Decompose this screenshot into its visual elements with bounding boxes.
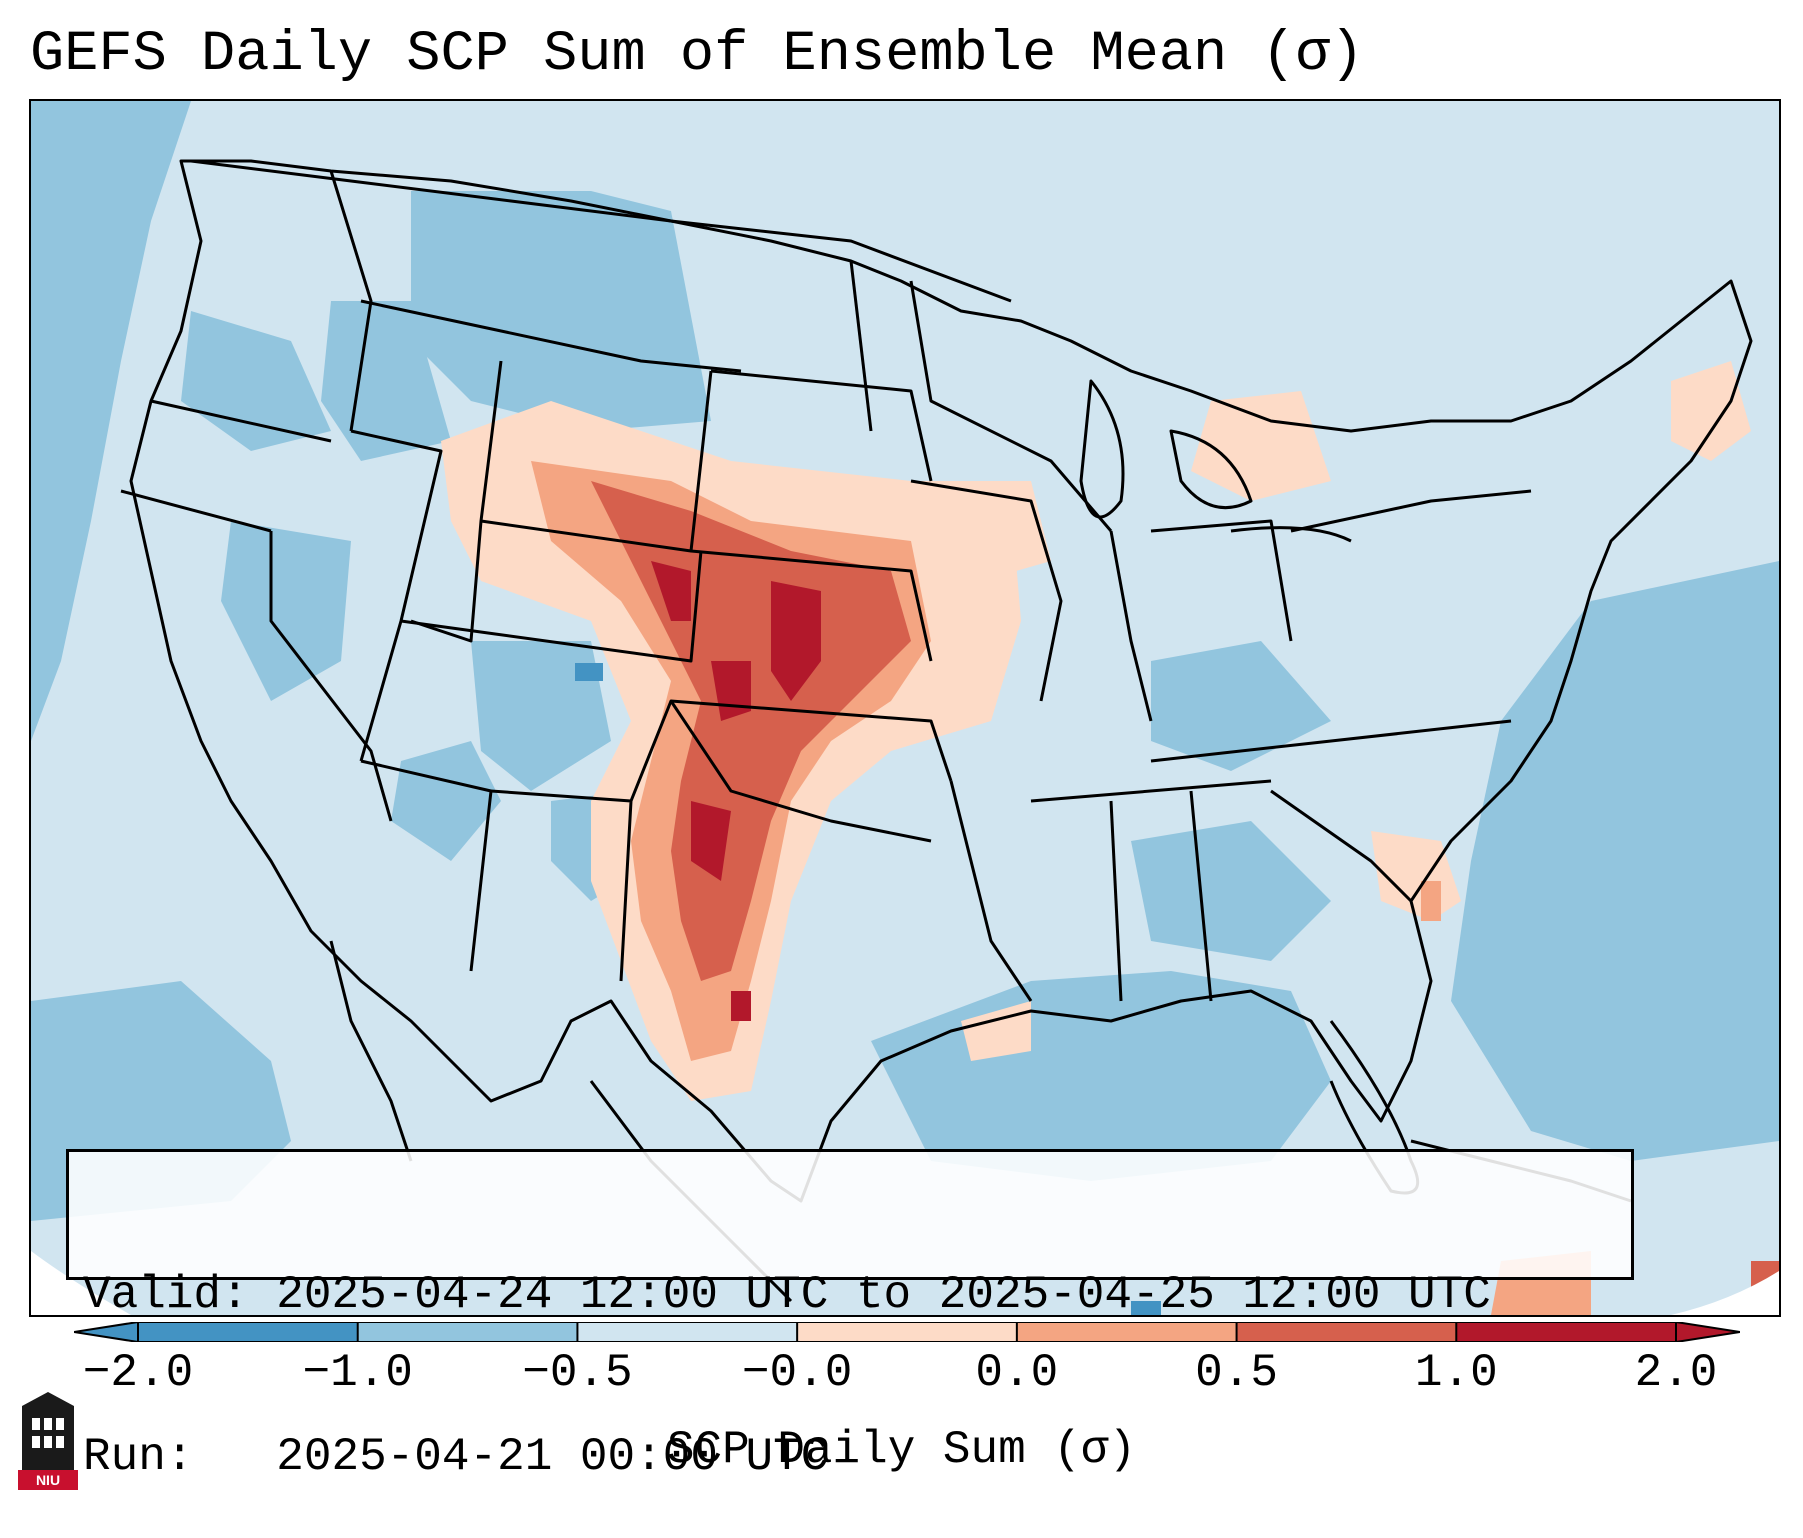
canada-border bbox=[190, 159, 1012, 303]
border-or-ca bbox=[120, 489, 272, 533]
great-lakes-huron bbox=[1169, 429, 1253, 510]
chart-title: GEFS Daily SCP Sum of Ensemble Mean (σ) bbox=[30, 23, 1365, 87]
border-ga-sc bbox=[1270, 789, 1413, 903]
valid-label: Valid: bbox=[83, 1269, 249, 1321]
colorbar-segment bbox=[357, 1322, 578, 1342]
nevada-low-region bbox=[221, 521, 351, 701]
border-wy bbox=[479, 360, 713, 553]
colorbar-tick-label: −1.0 bbox=[302, 1347, 413, 1399]
border-oh bbox=[1150, 519, 1293, 642]
gulf-very-low bbox=[1131, 1301, 1161, 1315]
colorbar-ticks: −2.0 −1.0 −0.5 −0.0 0.0 0.5 1.0 2.0 bbox=[0, 1345, 1803, 1405]
border-al-ga bbox=[1189, 790, 1213, 1002]
colorbar-segment bbox=[1016, 1322, 1238, 1342]
colorbar-graphic bbox=[73, 1321, 1741, 1343]
border-ms-al bbox=[1109, 800, 1123, 1002]
baja bbox=[329, 940, 413, 1162]
valid-run-info-box: Valid: 2025-04-24 12:00 UTC to 2025-04-2… bbox=[66, 1149, 1634, 1483]
conus-outline bbox=[129, 159, 1753, 1203]
border-pa-ny bbox=[1290, 489, 1532, 533]
valid-row: Valid: 2025-04-24 12:00 UTC to 2025-04-2… bbox=[83, 1268, 1631, 1322]
colorbar-segment bbox=[138, 1322, 359, 1342]
colorbar-tick-label: −2.0 bbox=[82, 1347, 194, 1399]
atlantic-low-region bbox=[1451, 561, 1779, 1161]
border-ia-mo bbox=[910, 479, 1063, 702]
colorbar-tick-label: 0.5 bbox=[1195, 1347, 1278, 1399]
border-nv-ut bbox=[350, 429, 443, 762]
border-tx-ok bbox=[669, 700, 932, 843]
iowa-pos bbox=[921, 481, 1051, 581]
colorbar-segment bbox=[577, 1322, 798, 1342]
greatlakes-pos bbox=[1191, 391, 1331, 501]
southeast-coast-mid bbox=[1421, 881, 1441, 921]
colorado-very-low bbox=[575, 663, 603, 681]
colorbar-tick-label: 0.0 bbox=[975, 1347, 1059, 1399]
colorbar-tick-label: 2.0 bbox=[1634, 1347, 1718, 1399]
border-mn-wi bbox=[909, 280, 1113, 532]
colorbar-extend-low bbox=[73, 1321, 139, 1343]
pacific-low-region bbox=[31, 101, 191, 741]
colorbar-segment bbox=[797, 1322, 1018, 1342]
logo-banner bbox=[18, 1470, 78, 1490]
valid-value: 2025-04-24 12:00 UTC to 2025-04-25 12:00… bbox=[276, 1269, 1491, 1321]
border-ar-la bbox=[949, 780, 1033, 1002]
border-ok bbox=[629, 699, 953, 802]
southeast-low bbox=[1131, 821, 1331, 961]
great-lakes-erie bbox=[1230, 526, 1352, 543]
colorbar-tick-label: −0.0 bbox=[741, 1347, 853, 1399]
border-wa-or bbox=[150, 399, 332, 443]
map-panel bbox=[29, 99, 1781, 1317]
border-co-ks bbox=[400, 550, 703, 663]
border-sd-nd bbox=[710, 369, 933, 482]
border-mt-wy bbox=[360, 299, 742, 373]
arizona-low-region bbox=[391, 741, 501, 861]
kansas-very-high bbox=[651, 561, 821, 1021]
colorbar-extend-high bbox=[1675, 1321, 1741, 1343]
projection-edge-left bbox=[31, 1251, 131, 1315]
colorbar bbox=[73, 1321, 1741, 1343]
state-boundaries bbox=[120, 159, 1753, 1303]
logo-roof bbox=[22, 1392, 74, 1406]
scp-map bbox=[31, 101, 1779, 1315]
niu-logo: NIU bbox=[18, 1392, 78, 1490]
great-lakes-michigan bbox=[1079, 379, 1125, 519]
border-il-in bbox=[1109, 530, 1153, 722]
colorbar-label: SCP Daily Sum (σ) bbox=[666, 1424, 1137, 1476]
northeast-pos bbox=[1671, 361, 1751, 461]
border-ut-co bbox=[410, 520, 483, 643]
colorbar-tick-label: −0.5 bbox=[522, 1347, 633, 1399]
montana-low-region bbox=[411, 191, 711, 431]
ohio-valley-low bbox=[1151, 641, 1331, 771]
border-va-nc bbox=[1150, 719, 1512, 763]
run-row: Run: 2025-04-21 00:00 UTC bbox=[83, 1430, 1631, 1484]
colorbar-segment bbox=[1456, 1322, 1677, 1342]
colorbar-tick-label: 1.0 bbox=[1414, 1347, 1498, 1399]
border-nv-ca bbox=[269, 531, 393, 822]
border-ne-ks bbox=[690, 549, 933, 662]
projection-edge-right bbox=[1671, 1271, 1779, 1315]
border-tn bbox=[1030, 779, 1272, 803]
border-idaho bbox=[329, 170, 373, 432]
logo-text: NIU bbox=[36, 1472, 60, 1488]
border-nd-mn bbox=[849, 260, 873, 432]
run-label: Run: bbox=[83, 1431, 194, 1483]
colorbar-segment bbox=[1236, 1322, 1457, 1342]
run-value: 2025-04-21 00:00 UTC bbox=[276, 1431, 829, 1483]
